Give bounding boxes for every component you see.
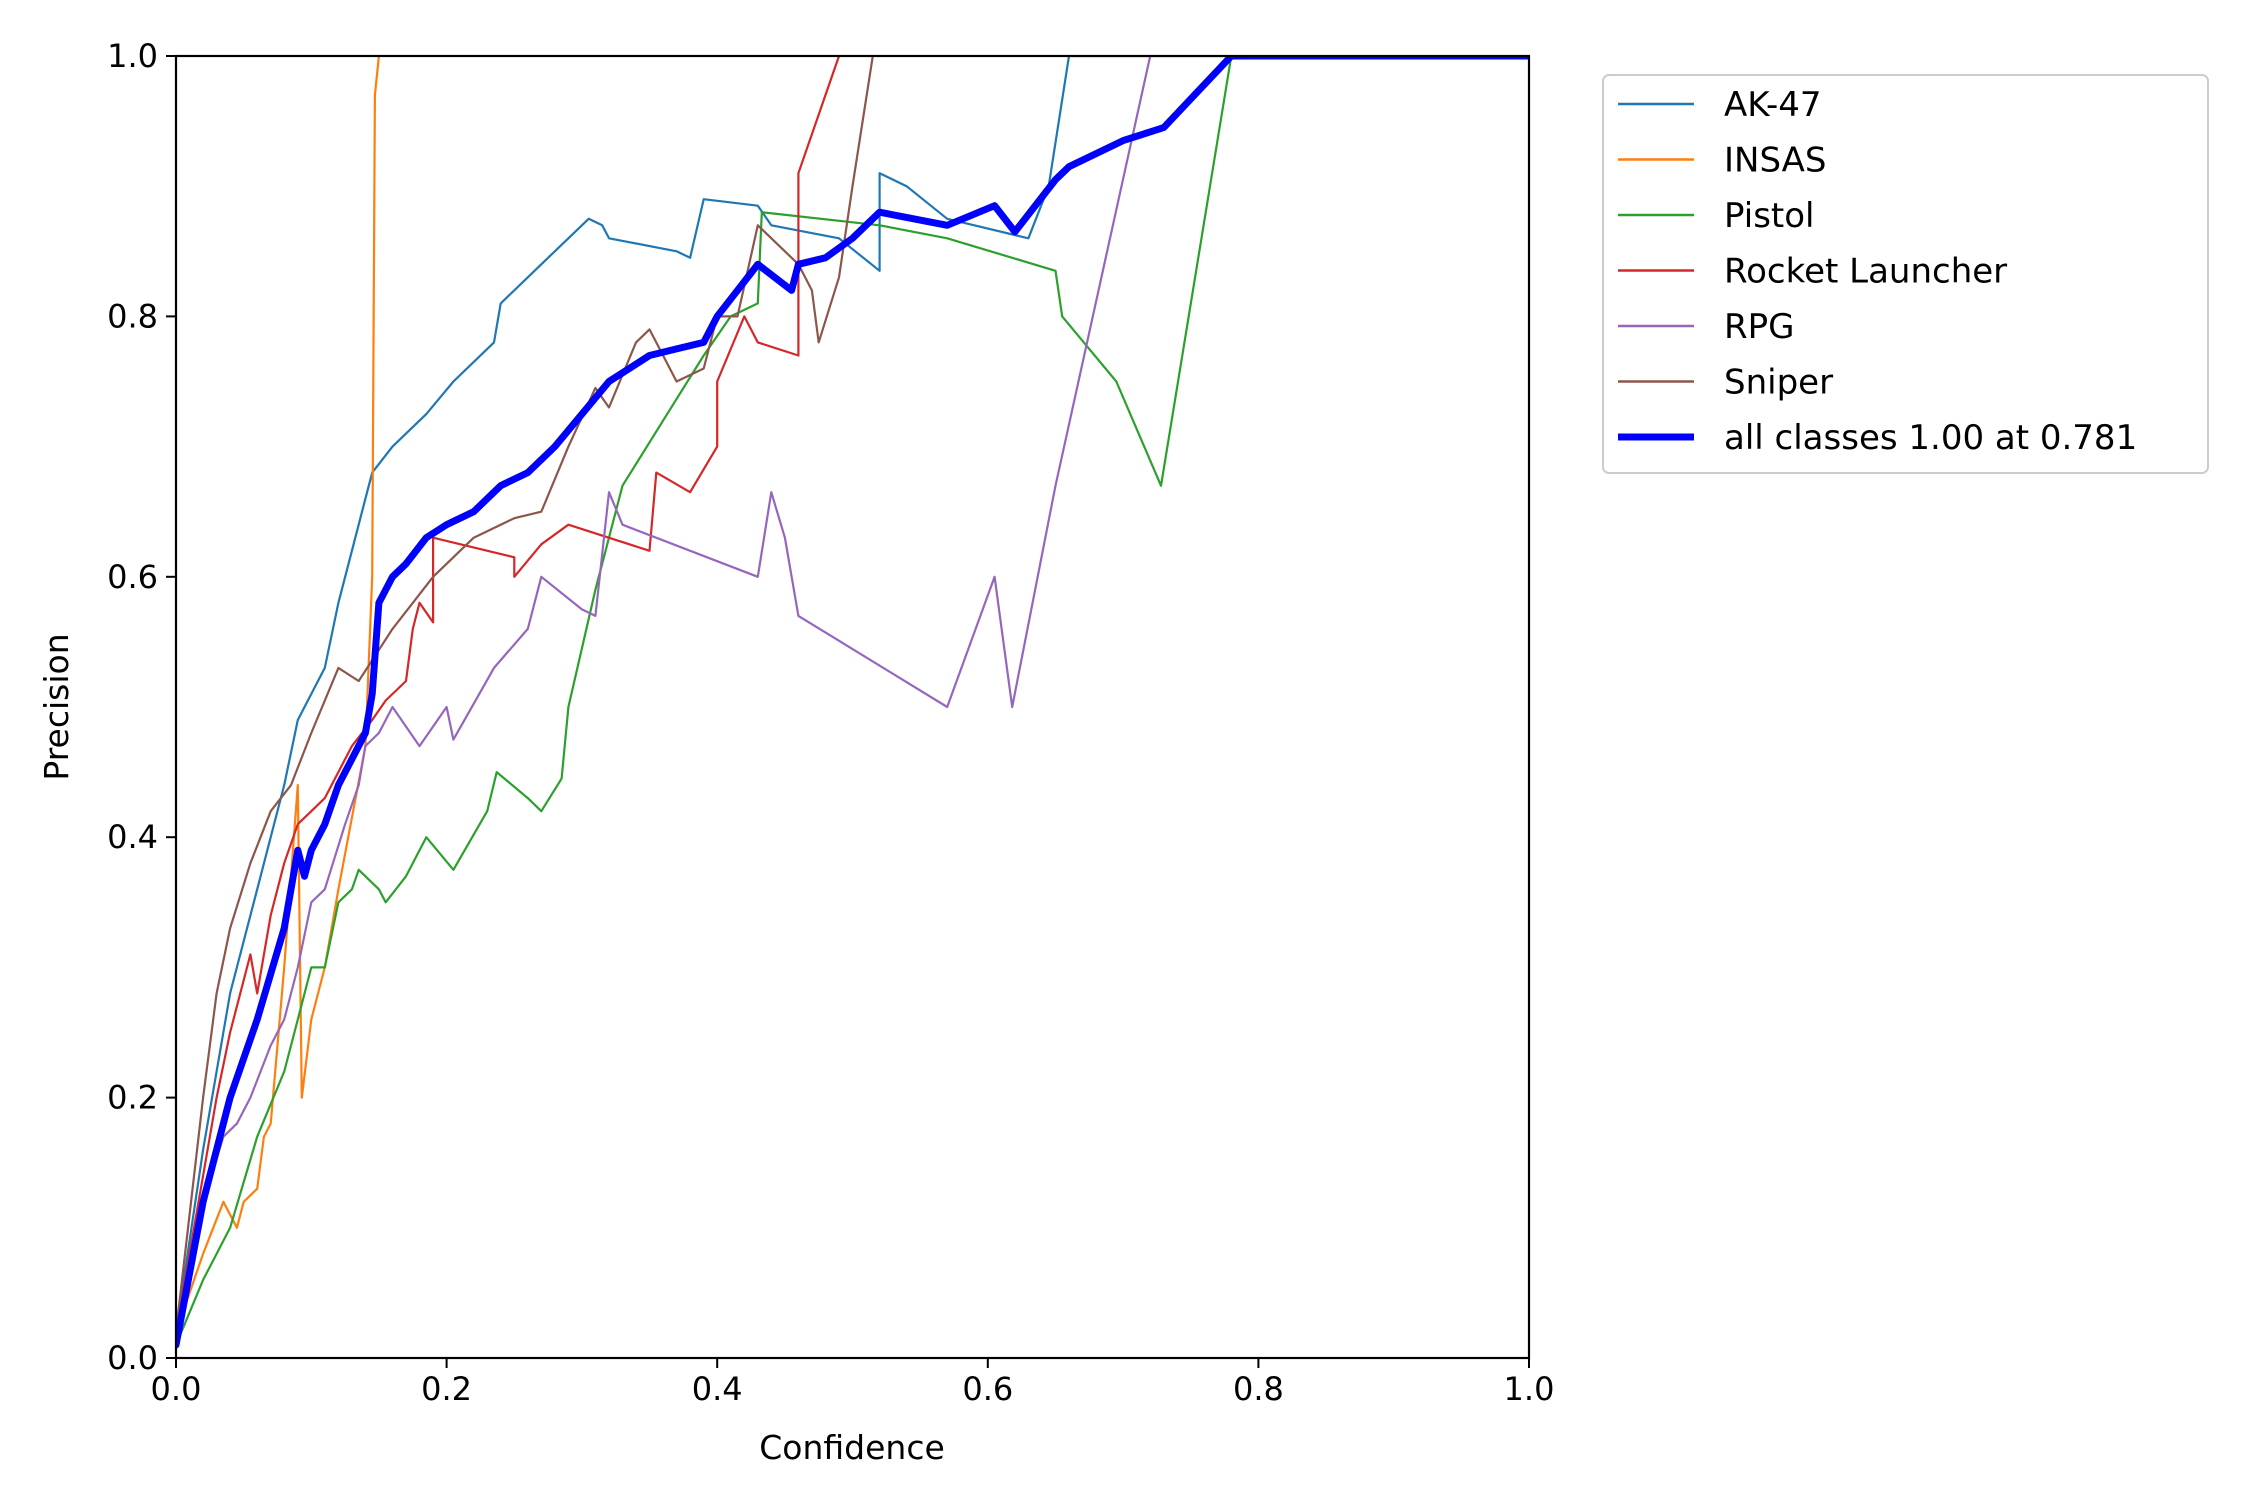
series-layer	[176, 56, 1529, 1349]
x-tick-label: 0.4	[692, 1370, 743, 1408]
x-tick-label: 0.0	[151, 1370, 202, 1408]
series-line-sniper	[176, 56, 874, 1334]
y-tick-label: 0.8	[107, 297, 158, 335]
legend-label-rpg: RPG	[1724, 307, 1794, 347]
series-line-rocket-launcher	[176, 56, 841, 1334]
legend-box	[1602, 74, 2209, 474]
y-tick-label: 1.0	[107, 37, 158, 75]
x-tick-label: 0.8	[1233, 1370, 1284, 1408]
series-line-pistol	[176, 56, 1529, 1347]
legend: AK-47 INSAS Pistol Rocket Launcher RPG Sniper…	[1602, 74, 2209, 474]
x-tick-label: 0.2	[421, 1370, 472, 1408]
x-axis-label: Confidence	[759, 1428, 945, 1467]
legend-label-sniper: Sniper	[1724, 363, 1833, 403]
x-tick-label: 1.0	[1504, 1370, 1555, 1408]
legend-label-insas: INSAS	[1724, 141, 1827, 181]
y-tick-label: 0.4	[107, 818, 158, 856]
legend-label-all-classes-1-00-at-0-781: all classes 1.00 at 0.781	[1724, 418, 2137, 458]
legend-label-pistol: Pistol	[1724, 196, 1815, 236]
y-axis-label: Precision	[37, 633, 76, 780]
x-axis-ticks: 0.0 0.2 0.4 0.6 0.8 1.0	[151, 1358, 1555, 1408]
plot-frame	[174, 54, 1531, 1360]
legend-label-ak-47: AK-47	[1724, 85, 1822, 125]
legend-label-rocket-launcher: Rocket Launcher	[1724, 252, 2007, 292]
series-line-ak-47	[176, 56, 1529, 1334]
series-line-all-classes-1-00-at-0-781	[176, 56, 1529, 1349]
y-tick-label: 0.6	[107, 558, 158, 596]
y-axis-ticks: 0.0 0.2 0.4 0.6 0.8 1.0	[107, 37, 176, 1377]
x-tick-label: 0.6	[962, 1370, 1013, 1408]
y-tick-label: 0.2	[107, 1079, 158, 1117]
series-line-rpg	[176, 56, 1152, 1334]
y-tick-label: 0.0	[107, 1339, 158, 1377]
